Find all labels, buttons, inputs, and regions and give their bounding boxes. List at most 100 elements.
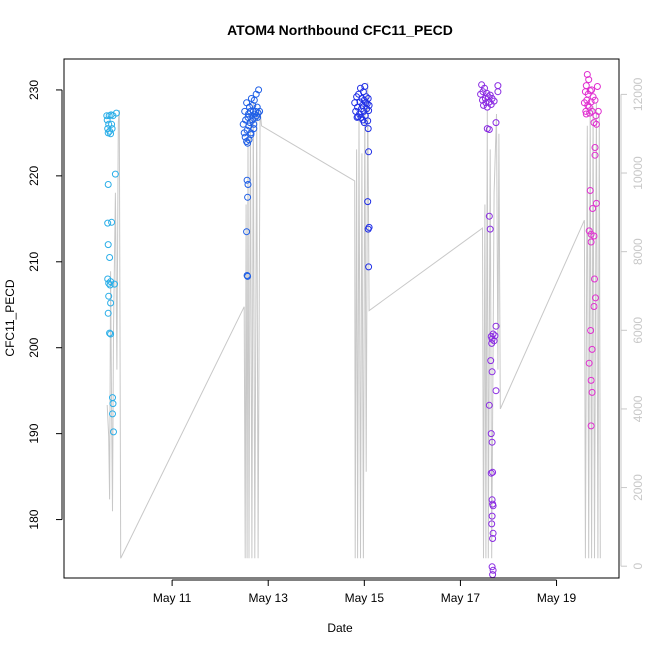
data-point [492,119,500,127]
y-axis-label: CFC11_PECD [3,279,17,356]
y2-tick-label: 8000 [631,238,645,265]
data-point [250,96,258,104]
data-point [104,181,112,188]
data-point [488,563,496,571]
data-point [364,125,372,133]
data-point [360,119,368,127]
data-point [105,292,113,300]
data-point [365,107,373,115]
data-point [591,275,598,283]
y2-tick-label: 10000 [631,156,645,190]
data-point [486,91,494,99]
data-point [256,107,264,115]
data-point [106,329,114,337]
data-point [479,88,487,96]
data-point [112,109,120,117]
data-point [590,232,598,240]
data-point [585,359,593,367]
data-point [489,535,497,542]
data-point [483,89,491,97]
data-point [108,125,116,133]
x-tick-label: May 13 [249,591,289,605]
data-point [244,193,252,201]
data-point [365,263,373,271]
data-point [107,299,115,307]
data-point [491,332,499,340]
altitude-layer [106,82,601,559]
y-tick-label: 190 [27,423,41,443]
data-point [243,228,251,236]
data-point [588,86,596,94]
data-point [243,176,251,184]
data-point [592,294,599,302]
data-point [592,120,600,128]
data-point [485,401,493,409]
data-point [587,422,595,430]
x-tick-label: May 17 [441,591,481,605]
y-tick-label: 230 [27,80,41,100]
data-point [587,238,595,246]
data-point [365,148,373,156]
data-point [587,327,595,334]
plot-frame [63,58,620,579]
data-point [254,113,262,121]
data-point [255,86,263,94]
data-point [490,97,498,105]
data-point [592,199,600,207]
data-point [244,139,252,147]
x-tick-label: May 11 [153,591,192,605]
y-tick-label: 180 [27,509,41,529]
data-point [586,109,594,117]
data-point [111,280,118,288]
data-point [362,93,370,101]
data-point [109,400,117,408]
data-point [489,502,497,510]
data-point [589,205,597,212]
data-point [586,87,594,95]
data-point [489,529,497,537]
data-point [254,109,262,117]
data-point [488,368,496,376]
data-point [488,438,496,446]
y2-tick-label: 0 [631,563,645,570]
data-point [363,100,371,108]
data-point [487,469,495,477]
chart-title: ATOM4 Northbound CFC11_PECD [227,22,453,38]
data-point [591,144,599,151]
data-point [110,428,117,436]
data-point [487,357,495,365]
data-point [485,212,493,220]
data-point [357,113,365,121]
data-point [492,387,500,395]
points-layer [103,71,602,579]
data-point [487,430,495,438]
data-point [586,187,594,194]
data-point [364,95,372,102]
data-point [484,93,492,101]
data-point [489,571,497,579]
data-point [250,120,258,128]
data-point [108,120,116,128]
data-point [103,116,111,124]
data-point [104,309,112,317]
data-point [106,254,114,261]
data-point [107,330,115,338]
data-point [104,241,112,249]
data-point [492,322,500,330]
data-point [585,227,593,235]
data-point [250,125,258,133]
y2-tick-label: 6000 [631,317,645,344]
data-point [485,126,493,133]
data-point [364,198,372,206]
data-point [488,520,496,528]
data-point [365,101,373,109]
data-point [109,410,116,418]
data-point [582,110,590,118]
y2-tick-label: 12000 [631,77,645,111]
x-tick-label: May 15 [345,591,385,605]
data-point [489,330,497,338]
data-point [587,376,595,384]
y-tick-label: 210 [27,251,41,271]
data-point [583,71,591,78]
